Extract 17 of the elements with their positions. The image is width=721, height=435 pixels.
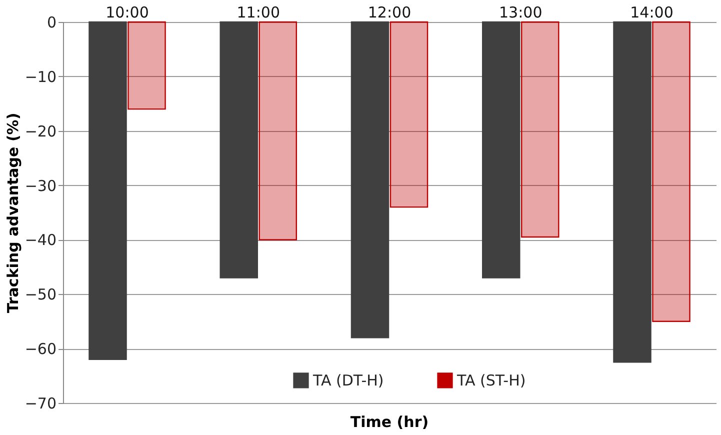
legend-label: TA (DT-H) (312, 371, 384, 390)
y-tick-label: −50 (24, 286, 56, 304)
y-tick-label: −40 (24, 231, 56, 250)
y-tick-label: −30 (24, 176, 56, 195)
y-tick-label: −10 (24, 68, 56, 86)
x-tick-label: 14:00 (630, 4, 674, 22)
x-tick-label: 11:00 (236, 4, 280, 22)
y-tick-label: 0 (46, 14, 56, 32)
x-tick-label: 12:00 (368, 4, 412, 22)
y-tick-label: −60 (24, 340, 56, 358)
y-tick-label: −70 (24, 394, 56, 412)
x-axis-title: Time (hr) (350, 413, 429, 431)
x-tick-label: 13:00 (499, 4, 542, 22)
y-tick-label: −20 (24, 122, 56, 140)
x-tick-label: 10:00 (106, 4, 149, 22)
y-axis-title: Tracking advantage (%) (4, 112, 22, 314)
legend-label: TA (ST-H) (456, 371, 526, 390)
